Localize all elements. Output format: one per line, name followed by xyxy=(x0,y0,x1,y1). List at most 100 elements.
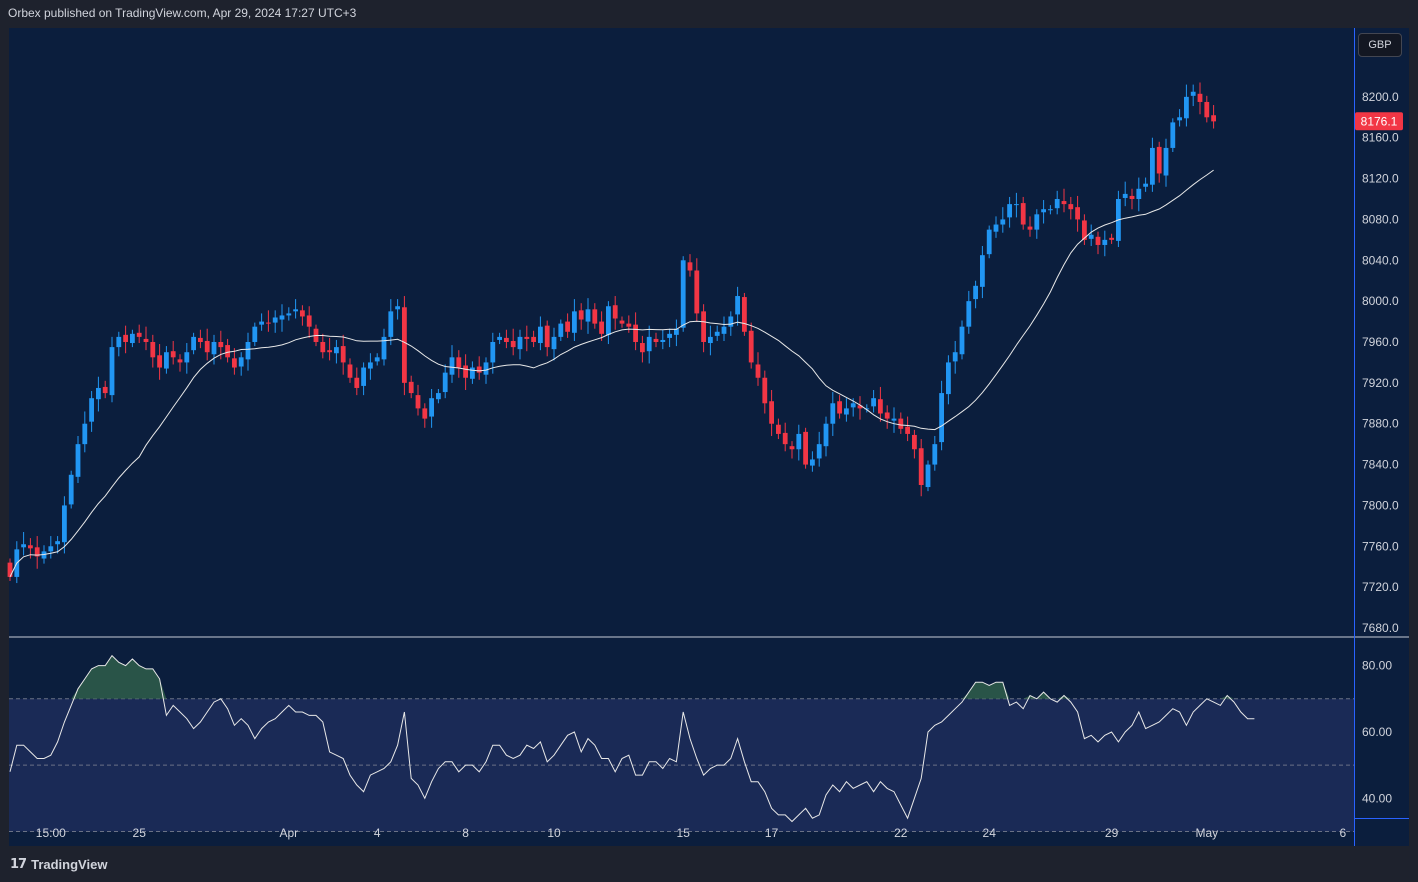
candle-body xyxy=(517,336,523,350)
candle-body xyxy=(415,395,421,409)
candle-body xyxy=(259,321,264,325)
candle-body xyxy=(320,342,326,353)
price-axis-background xyxy=(1354,28,1409,846)
candle-body xyxy=(762,377,768,404)
candle-body xyxy=(340,346,346,363)
candle-body xyxy=(667,333,672,338)
candle-body xyxy=(490,342,496,363)
candle-body xyxy=(918,448,924,485)
candle-body xyxy=(402,307,407,383)
candle-body xyxy=(558,323,564,337)
candle-body xyxy=(143,338,149,342)
candle-body xyxy=(1020,203,1026,225)
candle-body xyxy=(476,366,482,373)
candle-body xyxy=(483,362,489,375)
candle-body xyxy=(334,347,339,354)
candle-body xyxy=(442,372,448,393)
candle-body xyxy=(286,313,292,316)
price-tick-label: 7680.0 xyxy=(1362,621,1399,635)
candle-body xyxy=(293,309,298,312)
candle-body xyxy=(742,297,747,332)
candle-body xyxy=(585,309,591,322)
candle-body xyxy=(1190,91,1196,96)
plot-background xyxy=(9,28,1354,818)
candle-body xyxy=(1177,117,1182,121)
last-price-tag xyxy=(1355,112,1403,131)
time-tick-label: 6 xyxy=(1339,826,1346,840)
candle-body xyxy=(266,322,271,324)
candle-body xyxy=(633,324,638,342)
time-tick-label: 22 xyxy=(894,826,908,840)
candle-body xyxy=(7,562,13,577)
candle-body xyxy=(606,306,611,335)
candle-body xyxy=(572,311,577,333)
rsi-tick-label: 40.00 xyxy=(1362,791,1392,805)
price-tick-label: 8040.0 xyxy=(1362,253,1399,267)
candle-body xyxy=(1034,214,1040,230)
candle-body xyxy=(803,431,808,465)
candle-body xyxy=(687,262,693,271)
currency-button[interactable]: GBP xyxy=(1358,33,1402,57)
price-tick-label: 7960.0 xyxy=(1362,335,1399,349)
candle-body xyxy=(463,365,468,378)
candle-body xyxy=(225,345,230,358)
candle-body xyxy=(164,352,169,369)
candle-body xyxy=(347,364,353,378)
time-tick-label: 17 xyxy=(765,826,779,840)
candle-body xyxy=(184,352,190,363)
candle-body xyxy=(993,224,999,232)
tradingview-logo-icon: 𝟭𝟳 xyxy=(10,856,27,871)
price-tick-label: 8160.0 xyxy=(1362,131,1399,145)
candle-body xyxy=(102,386,108,394)
last-price-label: 8176.1 xyxy=(1361,114,1398,128)
candle-body xyxy=(157,355,162,368)
price-tick-label: 7920.0 xyxy=(1362,376,1399,390)
candle-body xyxy=(1068,204,1074,210)
candle-body xyxy=(1014,204,1019,206)
candle-body xyxy=(884,412,890,419)
candle-body xyxy=(1150,147,1155,185)
candle-body xyxy=(891,418,897,421)
candle-body xyxy=(986,229,992,255)
candle-body xyxy=(878,399,883,414)
candle-body xyxy=(116,336,122,348)
candle-body xyxy=(816,444,822,459)
time-tick-label: 29 xyxy=(1105,826,1119,840)
candle-body xyxy=(1122,193,1128,198)
candle-body xyxy=(959,326,965,355)
candle-body xyxy=(701,311,706,342)
candle-body xyxy=(34,547,40,557)
tradingview-logo[interactable]: 𝟭𝟳 TradingView xyxy=(10,856,107,872)
candle-body xyxy=(130,333,135,344)
candle-body xyxy=(980,255,985,287)
candle-body xyxy=(844,408,849,415)
candle-body xyxy=(1082,220,1087,240)
candle-body xyxy=(354,377,360,388)
candle-body xyxy=(674,328,679,335)
candle-body xyxy=(368,362,373,369)
candle-body xyxy=(1061,201,1067,205)
candle-body xyxy=(449,357,455,375)
candle-body xyxy=(776,424,781,434)
candle-body xyxy=(694,270,700,314)
candle-body xyxy=(538,326,543,344)
time-tick-label: 4 xyxy=(374,826,381,840)
candle-body xyxy=(864,408,870,410)
candle-body xyxy=(1170,122,1176,148)
price-tick-label: 7880.0 xyxy=(1362,417,1399,431)
candle-body xyxy=(245,342,251,360)
candle-body xyxy=(1143,183,1148,187)
candle-body xyxy=(82,423,88,445)
candle-body xyxy=(1109,237,1114,240)
price-tick-label: 8200.0 xyxy=(1362,90,1399,104)
candle-body xyxy=(946,362,951,395)
candle-body xyxy=(565,321,570,332)
candle-body xyxy=(218,342,224,348)
candle-body xyxy=(306,315,312,327)
candle-body xyxy=(1156,146,1162,174)
candle-body xyxy=(436,393,441,400)
candle-body xyxy=(109,347,115,396)
candle-body xyxy=(211,342,217,355)
candle-body xyxy=(422,408,428,419)
